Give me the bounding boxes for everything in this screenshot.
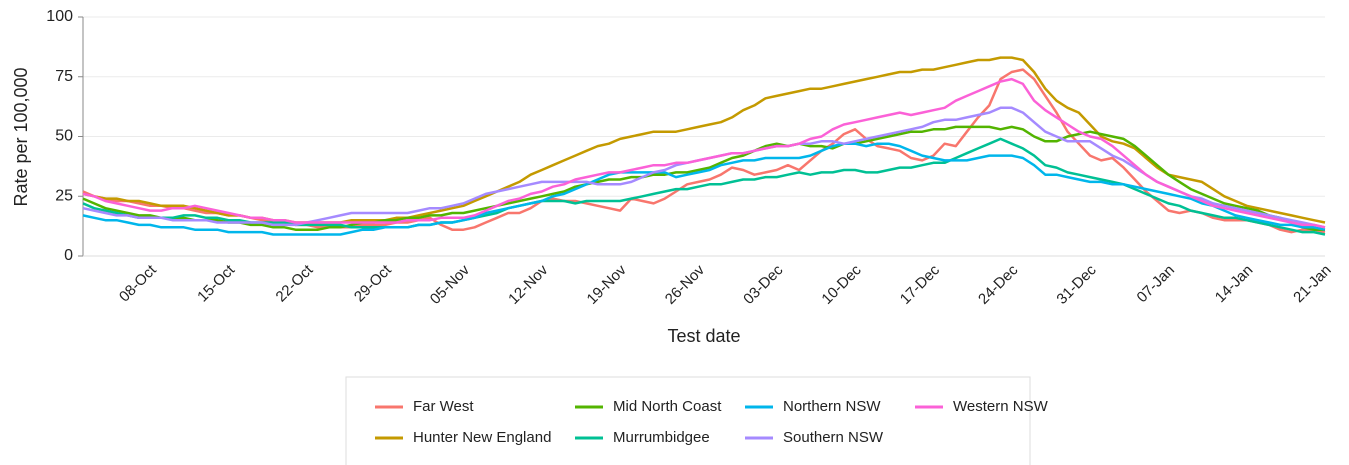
y-tick-label: 0 (64, 247, 73, 264)
legend-label: Western NSW (953, 398, 1049, 415)
y-tick-label: 100 (46, 8, 73, 25)
series-line (82, 56, 1326, 224)
x-tick-label: 26-Nov (662, 261, 709, 308)
y-tick-label: 25 (55, 187, 73, 204)
x-tick-label: 31-Dec (1053, 261, 1100, 308)
x-tick-label: 05-Nov (427, 261, 474, 308)
legend-label: Murrumbidgee (613, 429, 710, 446)
x-axis-title: Test date (667, 326, 740, 346)
x-tick-label: 21-Jan (1290, 262, 1334, 306)
x-tick-label: 29-Oct (351, 261, 395, 305)
x-tick-label: 08-Oct (116, 261, 160, 305)
legend-box (345, 376, 1031, 465)
legend-label: Southern NSW (783, 429, 884, 446)
y-axis-title: Rate per 100,000 (11, 67, 31, 206)
x-tick-label: 15-Oct (194, 261, 238, 305)
x-tick-label: 10-Dec (818, 261, 865, 308)
x-tick-label: 07-Jan (1134, 262, 1178, 306)
legend-label: Hunter New England (413, 429, 551, 446)
legend-label: Northern NSW (783, 398, 881, 415)
x-tick-label: 19-Nov (583, 261, 630, 308)
x-tick-label: 03-Dec (740, 261, 787, 308)
legend-label: Far West (413, 398, 474, 415)
series-line (82, 77, 1326, 229)
y-tick-label: 75 (55, 68, 73, 85)
x-tick-label: 14-Jan (1212, 262, 1256, 306)
series-line (82, 125, 1325, 231)
series-line (82, 142, 1326, 236)
y-tick-label: 50 (55, 128, 73, 145)
x-tick-label: 24-Dec (975, 261, 1022, 308)
legend-label: Mid North Coast (613, 398, 722, 415)
x-tick-label: 22-Oct (273, 261, 317, 305)
x-tick-label: 17-Dec (897, 261, 944, 308)
x-tick-label: 12-Nov (505, 261, 552, 308)
